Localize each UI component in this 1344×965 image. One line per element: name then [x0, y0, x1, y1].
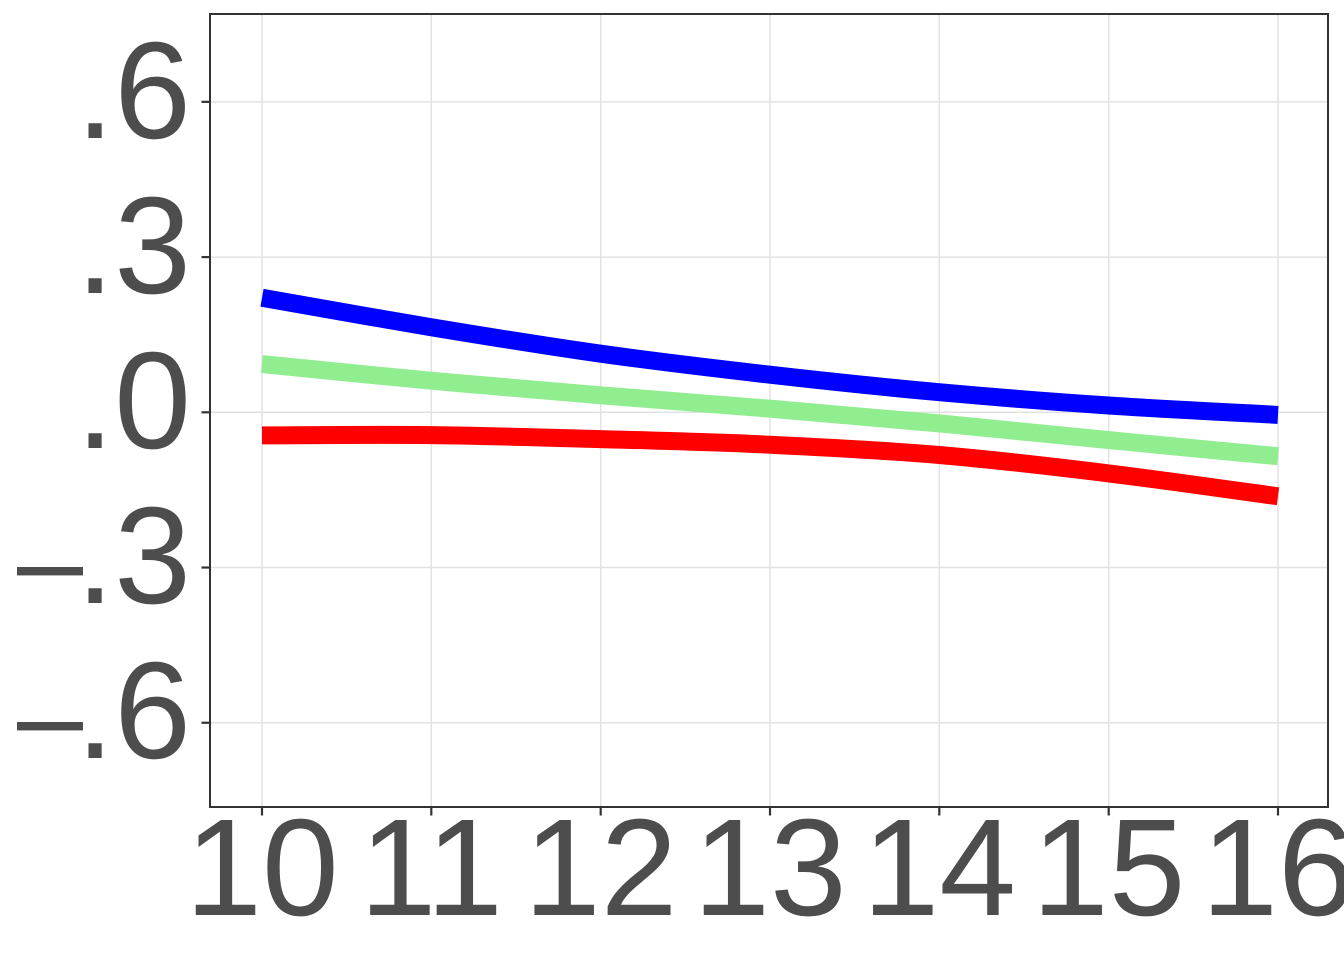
svg-text:15: 15	[1032, 791, 1186, 945]
svg-text:.3: .3	[76, 169, 191, 323]
svg-text:14: 14	[863, 791, 1017, 945]
svg-text:11: 11	[360, 791, 503, 945]
svg-text:.0: .0	[76, 324, 191, 478]
svg-text:10: 10	[185, 791, 339, 945]
svg-text:.6: .6	[76, 634, 191, 788]
svg-text:.3: .3	[76, 479, 191, 633]
svg-text:16: 16	[1201, 791, 1344, 945]
svg-text:13: 13	[693, 791, 847, 945]
svg-text:.6: .6	[76, 14, 191, 168]
svg-text:12: 12	[524, 791, 678, 945]
